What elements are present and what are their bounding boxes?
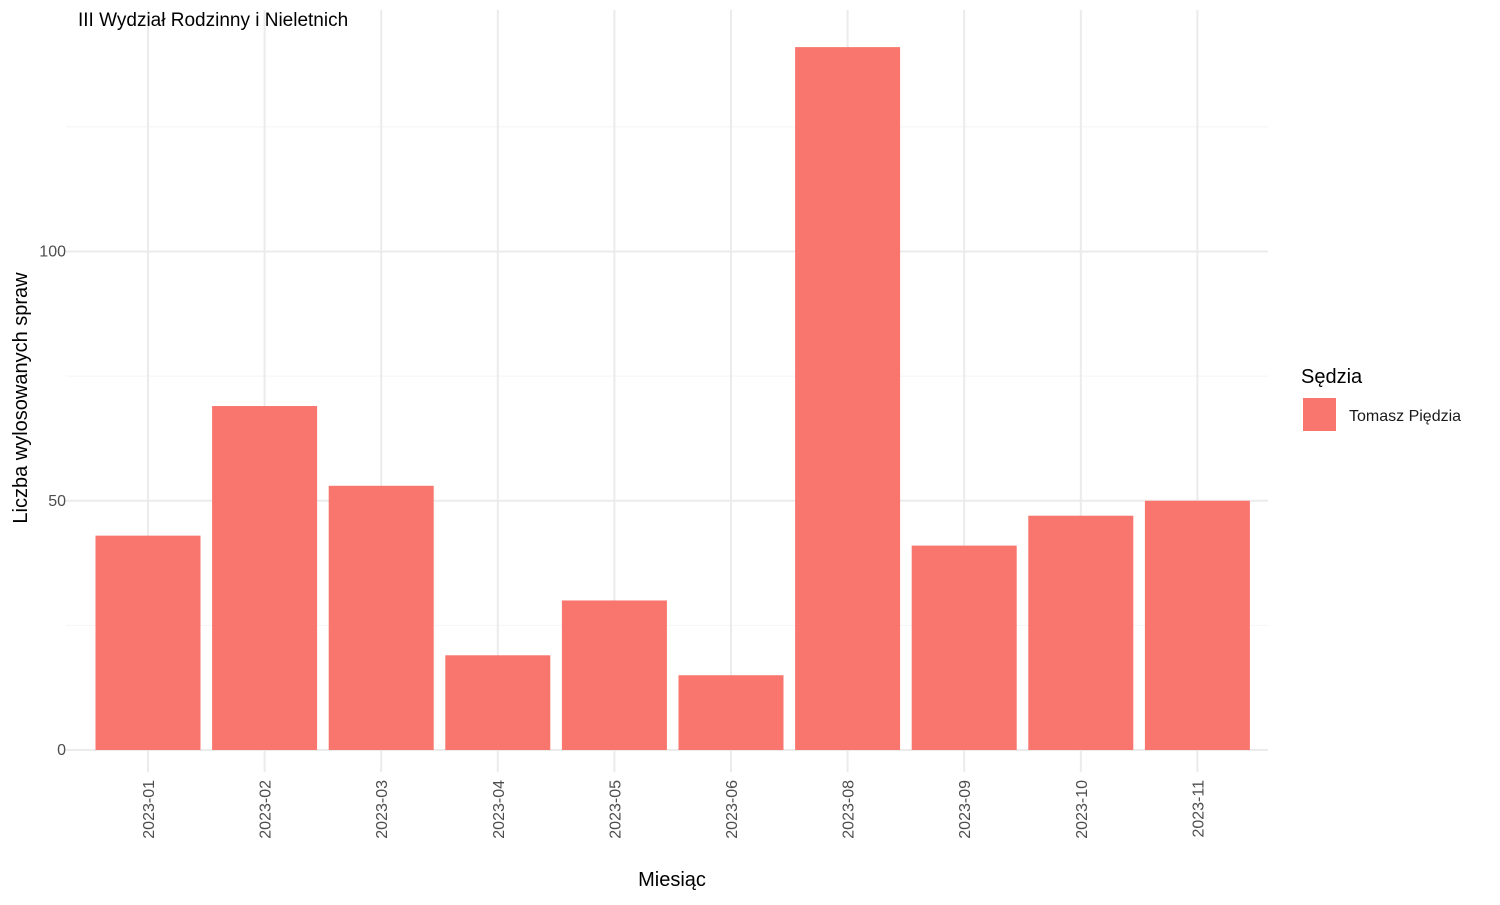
y-tick-label: 50 (48, 493, 66, 510)
legend: Sędzia Tomasz Piędzia (1301, 366, 1461, 431)
y-axis-title: Liczba wylosowanych spraw (10, 272, 32, 524)
x-tick-label: 2023-03 (374, 780, 391, 839)
x-tick-label: 2023-04 (491, 780, 508, 839)
x-tick-label: 2023-02 (258, 780, 275, 839)
legend-item-label: Tomasz Piędzia (1349, 408, 1461, 425)
legend-title: Sędzia (1301, 366, 1363, 388)
legend-swatch (1303, 398, 1336, 431)
bar (678, 675, 784, 750)
bars-layer (95, 47, 1250, 751)
bar (95, 535, 201, 750)
x-tick-label: 2023-10 (1074, 780, 1091, 839)
bar (795, 47, 901, 751)
chart-title: III Wydział Rodzinny i Nieletnich (78, 10, 348, 31)
bar (561, 600, 667, 750)
bar (445, 655, 551, 750)
x-tick-label: 2023-09 (957, 780, 974, 839)
x-tick-label: 2023-05 (607, 780, 624, 839)
y-tick-label: 100 (39, 244, 66, 261)
bar (328, 485, 434, 750)
x-tick-label: 2023-08 (841, 780, 858, 839)
bar (1144, 500, 1250, 750)
x-axis-title: Miesiąc (638, 869, 706, 891)
x-tick-label: 2023-11 (1190, 780, 1207, 838)
bar (1028, 515, 1134, 750)
x-tick-label: 2023-06 (724, 780, 741, 839)
x-tick-label: 2023-01 (141, 780, 158, 839)
bar (212, 406, 318, 750)
y-tick-label: 0 (57, 742, 66, 759)
axis-layer: 0 50 100 2023-01 2023-02 2023-03 2023-04 2023-0… (39, 244, 1207, 839)
bar (911, 545, 1017, 750)
